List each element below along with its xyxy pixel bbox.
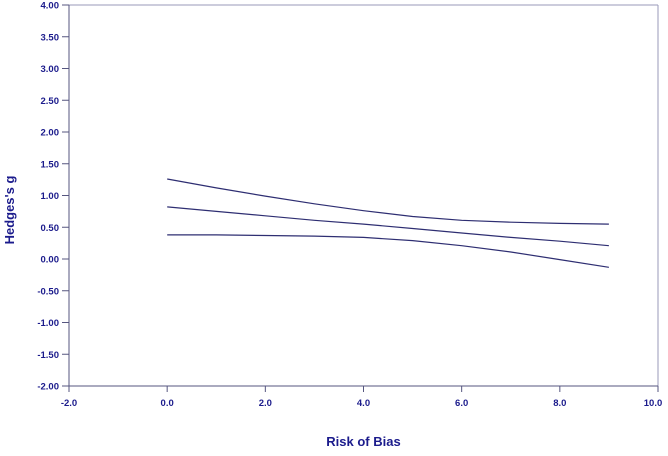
y-tick-label: -1.50 — [37, 350, 59, 361]
x-tick-label: 4.0 — [357, 398, 370, 409]
x-tick-label: 8.0 — [553, 398, 566, 409]
y-tick-label: 2.50 — [41, 96, 60, 107]
y-tick-label: 2.00 — [41, 128, 60, 139]
series-lower-95-ci — [167, 234, 609, 268]
y-tick-label: 1.50 — [41, 159, 60, 170]
x-tick-label: 0.0 — [161, 398, 174, 409]
x-axis-title: Risk of Bias — [326, 434, 401, 449]
y-tick-label: 3.50 — [41, 32, 60, 43]
y-tick-label: -1.00 — [37, 318, 59, 329]
series-regression-line — [167, 206, 609, 247]
y-tick-label: 0.00 — [41, 255, 60, 266]
x-tick-label: 10.0 — [644, 398, 663, 409]
y-axis-title: Hedges's g — [2, 175, 17, 245]
x-tick-label: 6.0 — [455, 398, 468, 409]
y-tick-label: 1.00 — [41, 191, 60, 202]
series-upper-95-ci — [167, 178, 609, 225]
y-tick-label: 0.50 — [41, 223, 60, 234]
y-tick-label: 3.00 — [41, 64, 60, 75]
y-tick-label: -2.00 — [37, 382, 59, 393]
x-tick-label: 2.0 — [259, 398, 272, 409]
y-tick-label: 4.00 — [41, 1, 60, 12]
x-tick-label: -2.0 — [61, 398, 77, 409]
y-tick-label: -0.50 — [37, 286, 59, 297]
